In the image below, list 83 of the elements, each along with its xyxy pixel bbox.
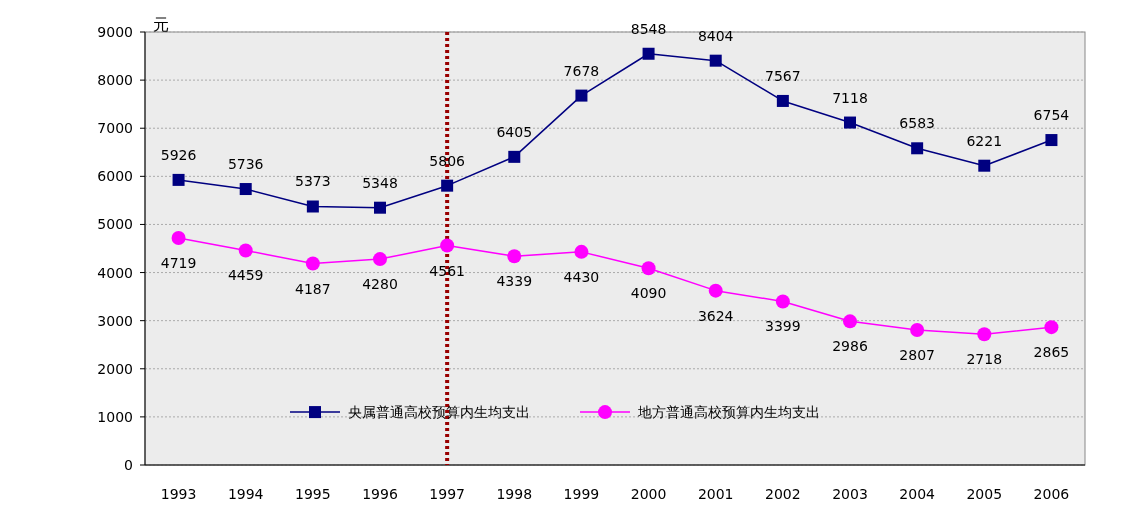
x-tick-label: 1999 (563, 486, 600, 502)
x-tick-label: 1996 (362, 486, 398, 502)
point (910, 322, 925, 337)
data-label: 5736 (227, 156, 264, 173)
point (507, 249, 522, 264)
point (977, 327, 992, 342)
point (844, 116, 856, 129)
x-tick-label: 2003 (832, 486, 868, 502)
y-tick-label: 2000 (97, 360, 133, 377)
point (575, 89, 588, 102)
point (641, 261, 656, 276)
data-label: 5926 (160, 146, 197, 163)
data-label: 6405 (496, 123, 533, 140)
x-tick-label: 1997 (429, 486, 465, 502)
data-label: 6221 (966, 132, 1003, 149)
point (1044, 320, 1059, 335)
y-tick-label: 0 (124, 457, 133, 473)
y-tick-label: 6000 (97, 168, 133, 185)
x-tick-label: 2005 (966, 486, 1003, 502)
data-label: 4459 (227, 267, 264, 284)
x-tick-label: 2002 (765, 486, 801, 502)
x-tick-label: 2006 (1033, 486, 1070, 502)
data-label: 4280 (362, 276, 398, 293)
point (508, 150, 521, 163)
y-axis-title: 元 (153, 15, 169, 34)
data-label: 2718 (966, 351, 1003, 368)
point (642, 47, 655, 60)
point (440, 238, 455, 253)
point (709, 54, 722, 67)
data-label: 3399 (765, 318, 801, 335)
x-tick-label: 1994 (227, 486, 264, 502)
point (305, 256, 320, 271)
data-label: 6583 (899, 115, 935, 132)
point (574, 244, 589, 259)
y-tick-label: 8000 (97, 72, 133, 89)
data-label: 7567 (765, 67, 801, 84)
point (441, 179, 454, 192)
y-tick-label: 3000 (97, 312, 133, 329)
data-label: 4090 (630, 285, 667, 302)
point (843, 314, 857, 329)
legend-label: 央属普通高校预算内生均支出 (348, 404, 530, 421)
data-label: 7118 (832, 89, 868, 106)
point (238, 243, 253, 258)
y-tick-label: 9000 (97, 24, 133, 40)
data-label: 4339 (496, 273, 533, 290)
legend-label: 地方普通高校预算内生均支出 (637, 404, 820, 421)
data-label: 3624 (697, 307, 734, 324)
y-tick-label: 4000 (97, 264, 133, 281)
data-label: 4719 (160, 254, 197, 271)
point (374, 201, 386, 214)
data-label: 5373 (295, 173, 331, 190)
x-tick-label: 1993 (160, 486, 197, 502)
point (775, 294, 790, 309)
data-label: 2986 (832, 338, 868, 355)
data-label: 8404 (697, 27, 734, 44)
x-tick-label: 2001 (697, 486, 734, 502)
data-label: 6754 (1033, 107, 1070, 124)
point (306, 200, 319, 213)
data-label: 4187 (295, 280, 331, 297)
y-tick-label: 5000 (97, 216, 133, 233)
data-label: 5806 (429, 152, 466, 169)
x-tick-label: 1995 (295, 486, 331, 502)
data-label: 4430 (563, 268, 600, 285)
point (171, 230, 186, 245)
point (172, 173, 185, 186)
y-tick-label: 7000 (97, 120, 133, 137)
point (708, 283, 723, 298)
data-label: 5348 (362, 174, 398, 191)
data-label: 2865 (1033, 344, 1070, 361)
point (1045, 134, 1058, 147)
x-tick-label: 1998 (496, 486, 533, 502)
point (911, 142, 924, 155)
point (239, 183, 252, 196)
x-tick-label: 2000 (630, 486, 667, 502)
data-label: 7678 (563, 62, 600, 79)
point (978, 159, 991, 172)
point (776, 94, 789, 107)
y-tick-label: 1000 (97, 408, 133, 425)
x-tick-label: 2004 (899, 486, 936, 502)
point (373, 252, 387, 267)
data-label: 8548 (630, 20, 667, 37)
data-label: 2807 (899, 346, 935, 363)
data-label: 4561 (429, 262, 465, 279)
